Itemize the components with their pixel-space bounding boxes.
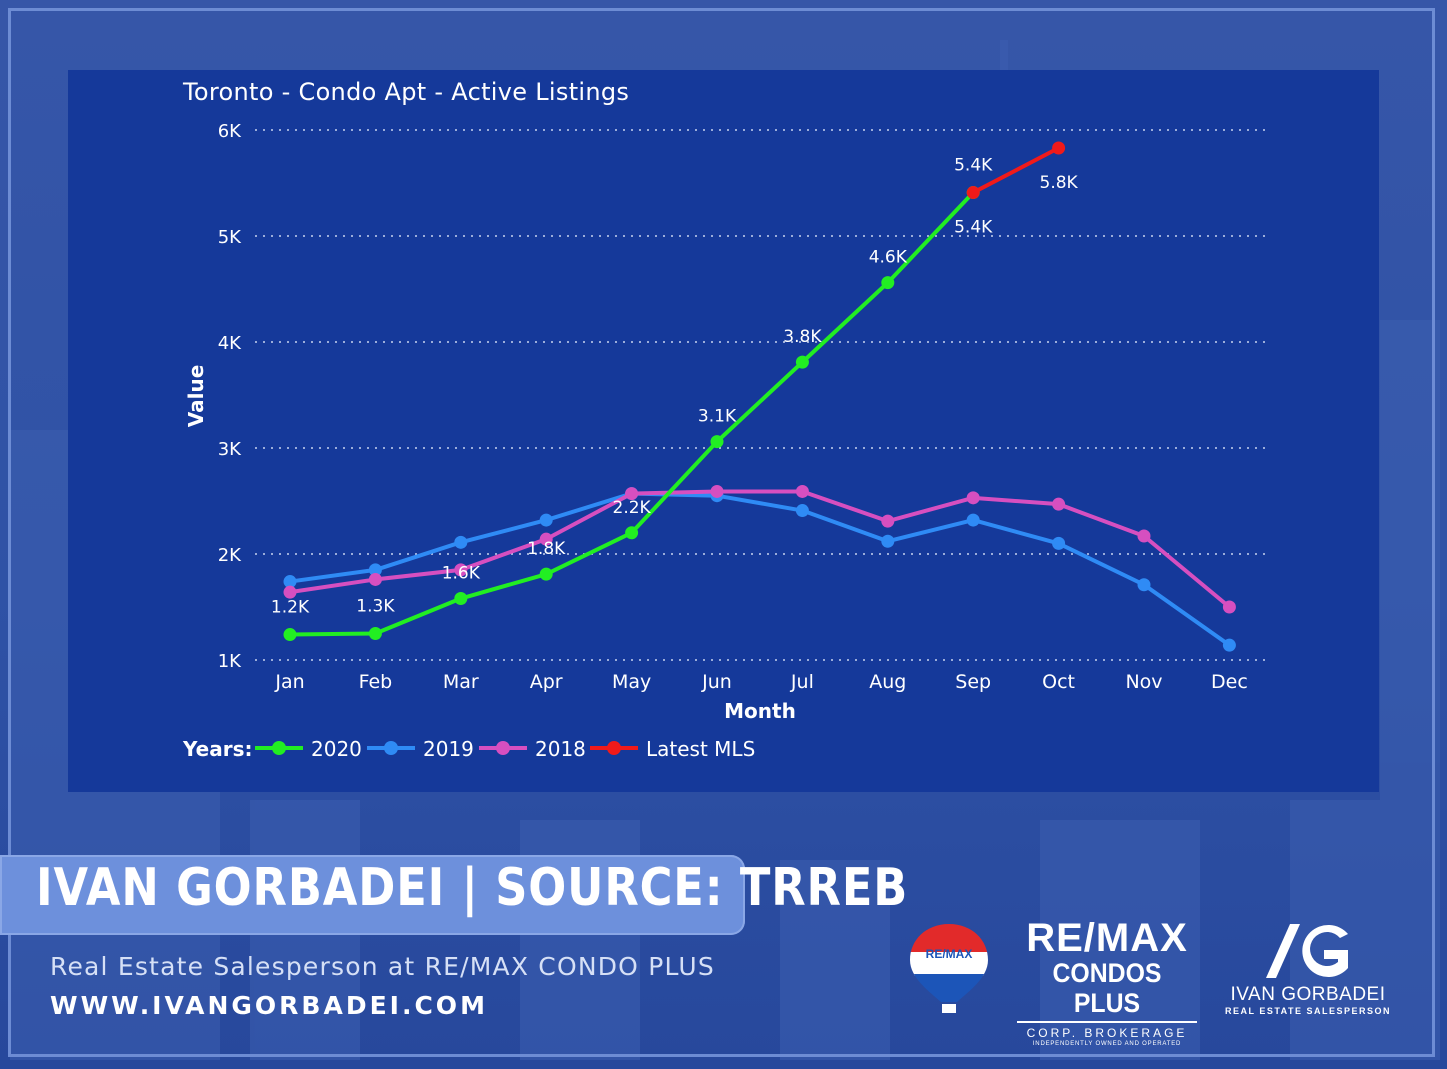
data-label: 1.6K xyxy=(442,564,481,584)
data-point[interactable] xyxy=(1137,529,1151,543)
name-source-text: IVAN GORBADEI | SOURCE: TRREB xyxy=(36,858,909,918)
data-point[interactable] xyxy=(454,592,468,606)
series-2019 xyxy=(283,487,1236,652)
data-point[interactable] xyxy=(625,526,639,540)
name-banner xyxy=(0,855,745,935)
data-point[interactable] xyxy=(795,504,809,518)
data-point[interactable] xyxy=(539,532,553,546)
remax-line1: RE/MAX xyxy=(1026,916,1188,960)
x-tick-label: Dec xyxy=(1211,671,1248,693)
y-tick-label: 3K xyxy=(218,439,242,460)
data-point[interactable] xyxy=(966,491,980,505)
legend-label: 2018 xyxy=(535,737,586,761)
data-point[interactable] xyxy=(283,585,297,599)
data-point[interactable] xyxy=(881,276,895,290)
frame-border xyxy=(8,8,1435,1057)
remax-rule xyxy=(1017,1021,1197,1023)
x-tick-label: Apr xyxy=(530,671,563,693)
data-point[interactable] xyxy=(795,355,809,369)
y-tick-label: 4K xyxy=(218,333,242,354)
y-tick-label: 1K xyxy=(218,651,242,672)
x-tick-label: Jun xyxy=(701,671,732,693)
data-point[interactable] xyxy=(1052,536,1066,550)
data-point[interactable] xyxy=(368,563,382,577)
data-point[interactable] xyxy=(1222,638,1236,652)
remax-line2: CONDOS PLUS xyxy=(1052,958,1162,1018)
legend-title: Years: xyxy=(182,737,252,761)
chart-title: Toronto - Condo Apt - Active Listings xyxy=(183,78,630,106)
agent-monogram-icon: /G xyxy=(1262,920,1348,978)
y-axis-label: Value xyxy=(184,365,208,428)
series-2018 xyxy=(283,484,1236,614)
remax-wordmark: RE/MAX CONDOS PLUS CORP. BROKERAGE INDEP… xyxy=(1017,918,1197,1049)
website-link[interactable]: WWW.IVANGORBADEI.COM xyxy=(50,991,488,1020)
agent-logo-role: REAL ESTATE SALESPERSON xyxy=(1224,1006,1392,1016)
legend-label: 2020 xyxy=(311,737,362,761)
x-tick-label: Jan xyxy=(274,671,304,693)
legend-item[interactable]: Latest MLS xyxy=(590,737,755,761)
legend-item[interactable]: 2019 xyxy=(367,737,474,761)
data-label: 2.2K xyxy=(613,498,652,518)
data-point[interactable] xyxy=(966,513,980,527)
x-tick-label: Nov xyxy=(1125,671,1162,693)
data-point[interactable] xyxy=(1052,497,1066,511)
data-point[interactable] xyxy=(881,514,895,528)
series-line xyxy=(289,491,1231,647)
y-tick-label: 5K xyxy=(218,227,242,248)
x-tick-label: Feb xyxy=(359,671,393,693)
y-tick-label: 6K xyxy=(218,121,242,142)
x-tick-label: Aug xyxy=(869,671,906,693)
data-point[interactable] xyxy=(539,567,553,581)
data-point[interactable] xyxy=(1222,600,1236,614)
data-point[interactable] xyxy=(454,563,468,577)
data-label: 5.4K xyxy=(954,218,993,238)
x-tick-label: May xyxy=(612,671,651,693)
y-tick-label: 2K xyxy=(218,545,242,566)
data-label: 4.6K xyxy=(869,248,908,268)
agent-subtitle: Real Estate Salesperson at RE/MAX CONDO … xyxy=(50,952,715,981)
data-label: 3.1K xyxy=(698,407,737,427)
legend: Years: 2020 2019 2018 Latest MLS xyxy=(182,737,755,761)
data-label: 1.8K xyxy=(527,539,566,559)
x-axis-label: Month xyxy=(724,699,796,723)
data-point[interactable] xyxy=(710,435,724,449)
data-point[interactable] xyxy=(454,535,468,549)
data-point[interactable] xyxy=(368,572,382,586)
chart-panel xyxy=(68,70,1379,792)
x-tick-label: Jul xyxy=(790,671,814,693)
remax-line3: CORP. BROKERAGE xyxy=(1026,1026,1188,1040)
data-label: 5.4K xyxy=(954,156,993,176)
data-point[interactable] xyxy=(710,484,724,498)
data-point[interactable] xyxy=(368,627,382,640)
legend-item[interactable]: 2018 xyxy=(479,737,586,761)
data-point[interactable] xyxy=(283,575,297,589)
data-point[interactable] xyxy=(625,487,639,501)
monogram-text: /G xyxy=(1262,920,1263,921)
balloon-text: RE/MAX xyxy=(926,947,973,961)
x-tick-label: Oct xyxy=(1042,671,1075,693)
series-latest-mls xyxy=(966,141,1066,200)
series-line xyxy=(972,146,1060,195)
data-point[interactable] xyxy=(966,186,980,200)
data-label: 1.3K xyxy=(356,597,395,617)
data-point[interactable] xyxy=(1052,141,1066,155)
legend-item[interactable]: 2020 xyxy=(255,737,362,761)
x-tick-label: Sep xyxy=(955,671,991,693)
agent-logo-name: IVAN GORBADEI xyxy=(1230,984,1386,1005)
remax-line4: INDEPENDENTLY OWNED AND OPERATED xyxy=(1032,1041,1182,1047)
data-point[interactable] xyxy=(1137,578,1151,592)
remax-balloon-icon: RE/MAX xyxy=(910,924,988,1013)
data-label: 5.8K xyxy=(1040,173,1079,193)
data-point[interactable] xyxy=(283,628,297,642)
data-point[interactable] xyxy=(795,484,809,498)
x-tick-label: Mar xyxy=(443,671,479,693)
legend-label: 2019 xyxy=(423,737,474,761)
data-point[interactable] xyxy=(539,513,553,527)
legend-label: Latest MLS xyxy=(646,737,755,761)
data-label: 1.2K xyxy=(271,598,310,618)
data-point[interactable] xyxy=(881,534,895,548)
series-line xyxy=(289,489,1231,609)
data-label: 3.8K xyxy=(783,327,822,347)
